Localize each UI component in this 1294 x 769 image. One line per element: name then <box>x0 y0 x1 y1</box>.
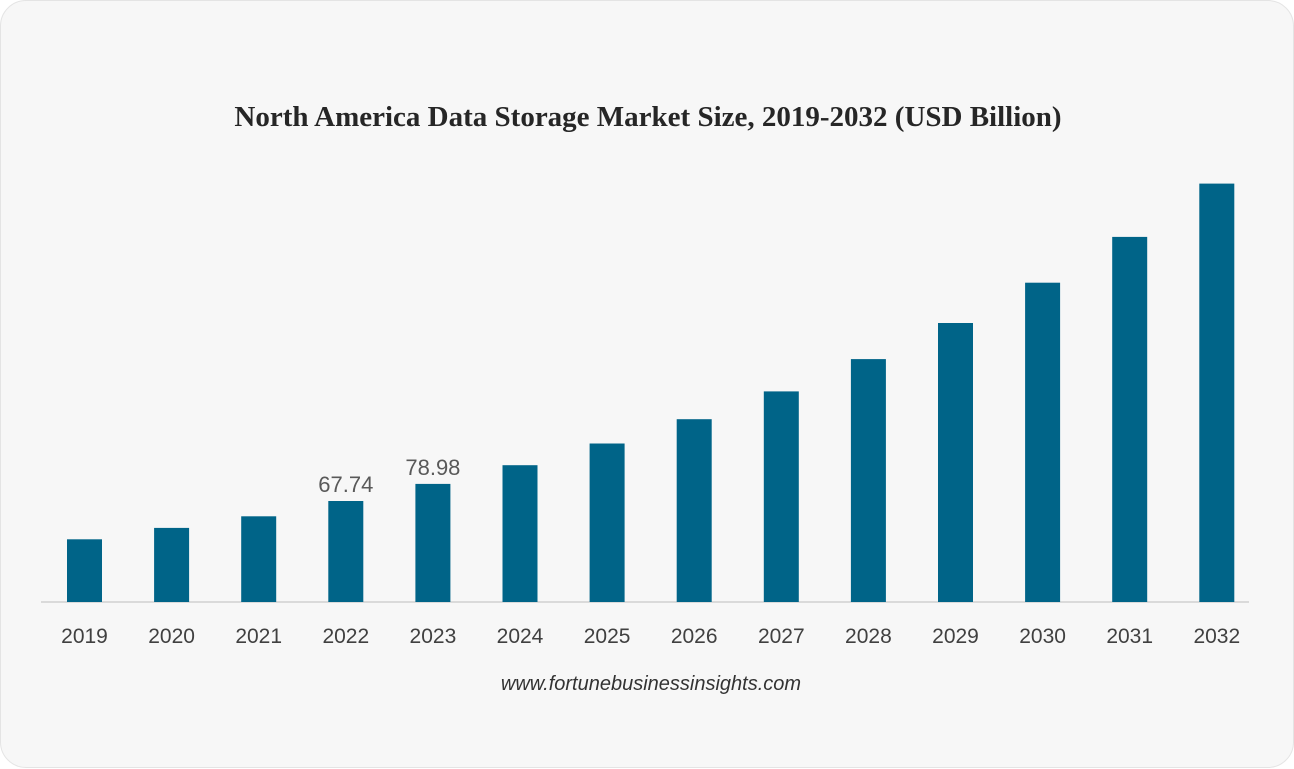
bar-2022 <box>328 501 364 602</box>
x-tick-label: 2029 <box>932 625 979 648</box>
bar-2019 <box>67 539 102 602</box>
x-tick-label: 2023 <box>410 625 457 648</box>
x-tick-label: 2030 <box>1019 625 1066 648</box>
x-tick-label: 2026 <box>671 625 718 648</box>
source-url: www.fortunebusinessinsights.com <box>500 673 802 695</box>
bar-2027 <box>763 391 799 602</box>
bar-2028 <box>850 359 886 602</box>
x-tick-label: 2020 <box>148 625 195 648</box>
x-tick-label: 2025 <box>584 625 631 648</box>
x-tick-label: 2022 <box>322 625 369 648</box>
data-label-2022: 67.74 <box>318 472 373 497</box>
bar-2021 <box>241 516 277 602</box>
x-tick-label: 2024 <box>497 625 544 648</box>
x-tick-label: 2019 <box>61 625 108 648</box>
data-labels: 67.74 78.98 <box>318 455 460 497</box>
x-tick-label: 2031 <box>1106 625 1153 648</box>
data-label-2023: 78.98 <box>405 455 460 480</box>
x-tick-label: 2028 <box>845 625 892 648</box>
bar-2020 <box>154 527 190 602</box>
x-tick-label: 2027 <box>758 625 805 648</box>
bar-2024 <box>502 465 538 602</box>
x-tick-label: 2032 <box>1193 625 1240 648</box>
bar-2026 <box>676 419 712 602</box>
bar-2030 <box>1025 282 1061 602</box>
bar-2025 <box>589 443 625 602</box>
bar-2032 <box>1199 183 1235 602</box>
chart-title: North America Data Storage Market Size, … <box>234 101 1062 133</box>
x-tick-label: 2021 <box>235 625 282 648</box>
x-tick-labels: 2019 2020 2021 2022 2023 2024 2025 2026 2027 2028… <box>61 625 1240 648</box>
bars-group <box>67 183 1235 602</box>
bar-2029 <box>938 323 973 602</box>
bar-2023 <box>415 483 451 602</box>
bar-2031 <box>1112 236 1148 602</box>
